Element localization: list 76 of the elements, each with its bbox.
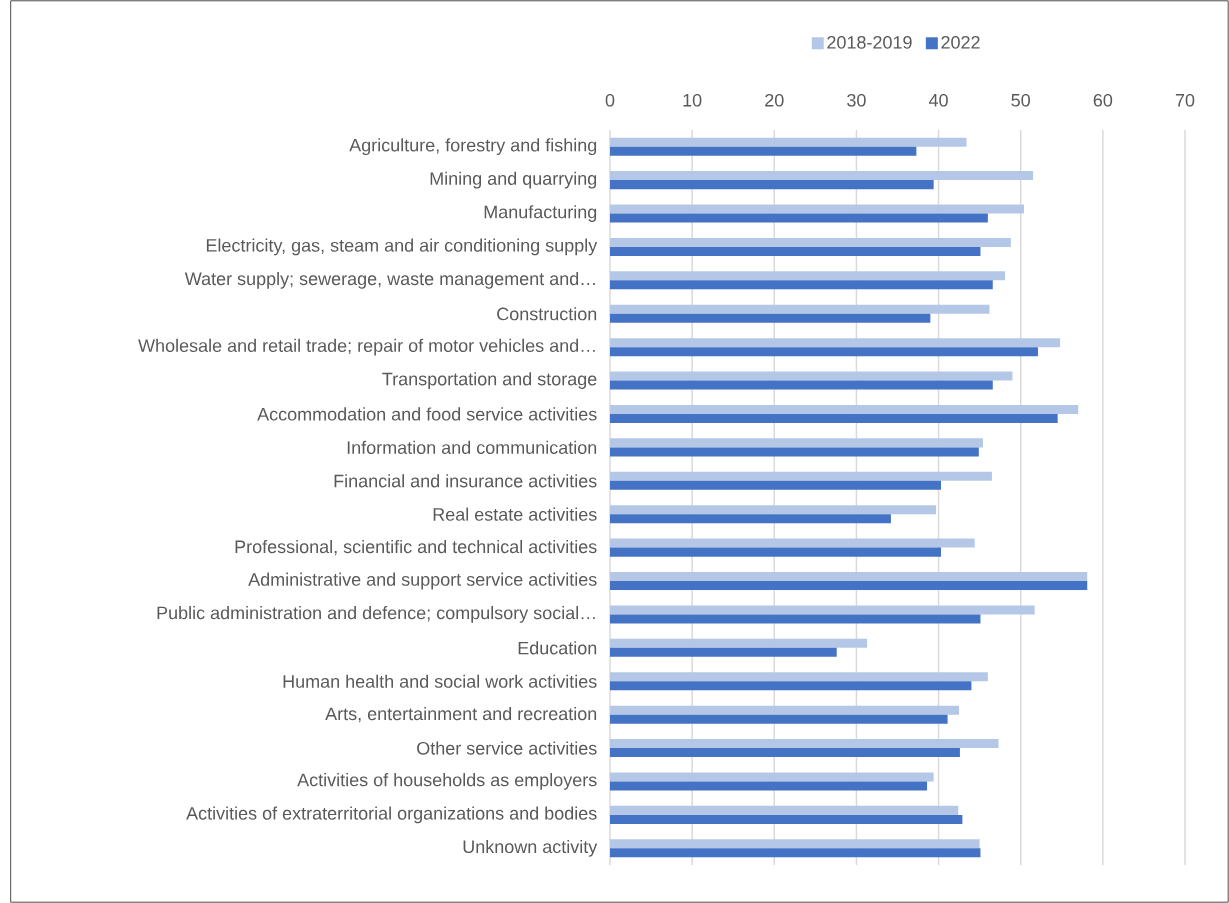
- y-tick-label: Manufacturing: [484, 205, 597, 222]
- x-tick-label: 50: [1011, 93, 1031, 107]
- y-tick-label: Arts, entertainment and recreation: [325, 706, 597, 723]
- y-tick-label: Transportation and storage: [382, 372, 597, 389]
- bar: [610, 137, 967, 147]
- bar: [610, 638, 868, 648]
- bar: [610, 438, 983, 448]
- y-tick-label: Wholesale and retail trade; repair of motor vehicles and…: [138, 338, 595, 356]
- y-tick-label: Electricity, gas, steam and air conditioning supply: [206, 238, 598, 256]
- y-tick-label: Professional, scientific and technical activities: [235, 539, 597, 556]
- x-tick-label: 20: [765, 93, 784, 107]
- bar: [610, 338, 1061, 348]
- bar: [610, 572, 1088, 582]
- bar: [610, 413, 1058, 423]
- y-tick-label: Administrative and support service activities: [248, 572, 597, 590]
- y-tick-label: Accommodation and food service activities: [257, 407, 597, 421]
- bar: [610, 146, 917, 156]
- x-tick-label: 0: [605, 93, 615, 107]
- y-tick-label: Activities of households as employers: [297, 773, 597, 790]
- bar: [610, 347, 1038, 357]
- bar: [610, 180, 934, 190]
- x-tick-label: 60: [1093, 93, 1113, 107]
- y-tick-label: Real estate activities: [433, 507, 597, 521]
- bar: [610, 505, 937, 515]
- y-tick-label: Human health and social work activities: [283, 674, 597, 688]
- y-tick-label: Unknown activity: [463, 839, 598, 857]
- bar: [610, 772, 934, 782]
- y-tick-label: Activities of extraterritorial organizations and bodies: [186, 806, 597, 824]
- bar: [610, 480, 942, 490]
- bar: [610, 739, 999, 749]
- y-tick-label: Agriculture, forestry and fishing: [349, 138, 597, 156]
- bar: [610, 605, 1035, 615]
- bar: [610, 271, 1006, 281]
- bar: [610, 647, 837, 657]
- bar: [610, 447, 979, 457]
- bar: [610, 246, 981, 256]
- bar: [610, 614, 981, 624]
- bar: [610, 404, 1079, 414]
- bar: [610, 514, 891, 524]
- bar: [610, 814, 963, 824]
- bar: [610, 304, 990, 314]
- x-tick-label: 30: [847, 93, 866, 107]
- x-tick-label: 70: [1175, 93, 1195, 107]
- bar: [610, 213, 988, 223]
- bar: [610, 705, 960, 715]
- bar: [610, 781, 928, 791]
- bar: [610, 672, 988, 682]
- y-tick-label: Mining and quarrying: [430, 171, 597, 189]
- bar: [610, 538, 975, 548]
- y-tick-label: Information and communication: [347, 440, 597, 454]
- bar: [610, 805, 959, 815]
- y-tick-label: Education: [518, 641, 597, 655]
- x-tick-label: 40: [928, 93, 948, 107]
- y-tick-label: Other service activities: [417, 741, 597, 755]
- y-tick-label: Construction: [497, 307, 597, 321]
- y-tick-label: Water supply; sewerage, waste management and…: [184, 271, 595, 289]
- bar: [610, 839, 980, 849]
- bar: [610, 681, 972, 691]
- legend-label: 2018-2019: [827, 35, 912, 49]
- bar: [610, 380, 993, 390]
- bar: [610, 748, 960, 758]
- bar: [610, 581, 1088, 591]
- y-tick-label: Financial and insurance activities: [334, 474, 597, 488]
- bar: [610, 547, 942, 557]
- bar: [610, 204, 1024, 214]
- bar: [610, 471, 992, 481]
- bar: [610, 237, 1011, 247]
- legend-label: 2022: [941, 35, 980, 49]
- x-tick-label: 10: [683, 93, 702, 107]
- bar: [610, 171, 1034, 181]
- bar: [610, 280, 993, 290]
- bar: [610, 313, 931, 323]
- bar: [610, 848, 981, 858]
- bar: [610, 371, 1013, 381]
- y-tick-label: Public administration and defence; compulsory social…: [157, 606, 595, 623]
- bar: [610, 714, 948, 724]
